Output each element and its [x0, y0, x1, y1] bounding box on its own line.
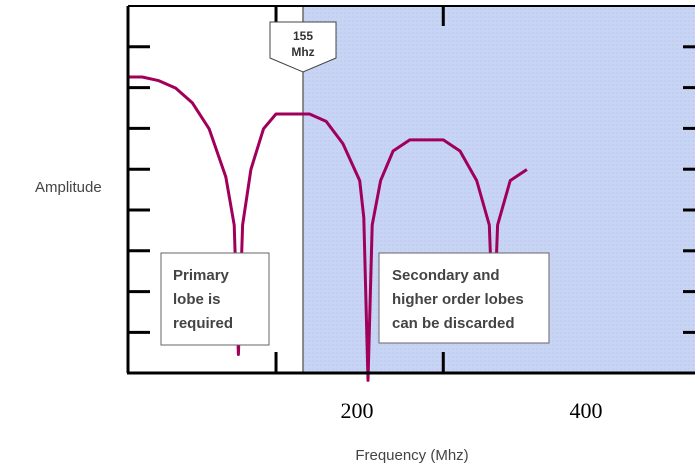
secondary-note-line-2: higher order lobes: [392, 291, 524, 308]
amplitude-curve: [128, 75, 528, 382]
cutoff-label-line-2: Mhz: [291, 45, 314, 59]
x-tick-label-400: 400: [570, 398, 603, 423]
cutoff-marker: 155 Mhz: [269, 21, 337, 73]
secondary-annotation: Secondary and higher order lobes can be …: [378, 252, 550, 344]
y-axis-title: Amplitude: [35, 179, 102, 196]
x-axis-title: Frequency (Mhz): [355, 447, 468, 464]
primary-note-line-2: lobe is: [173, 291, 221, 308]
secondary-note-line-3: can be discarded: [392, 315, 515, 332]
primary-note-line-1: Primary: [173, 267, 230, 284]
primary-annotation: Primary lobe is required: [160, 252, 270, 346]
secondary-note-line-1: Secondary and: [392, 267, 500, 284]
cutoff-label-line-1: 155: [293, 29, 313, 43]
x-tick-label-200: 200: [341, 398, 374, 423]
axis-ticks: [128, 6, 695, 373]
primary-note-line-3: required: [173, 315, 233, 332]
